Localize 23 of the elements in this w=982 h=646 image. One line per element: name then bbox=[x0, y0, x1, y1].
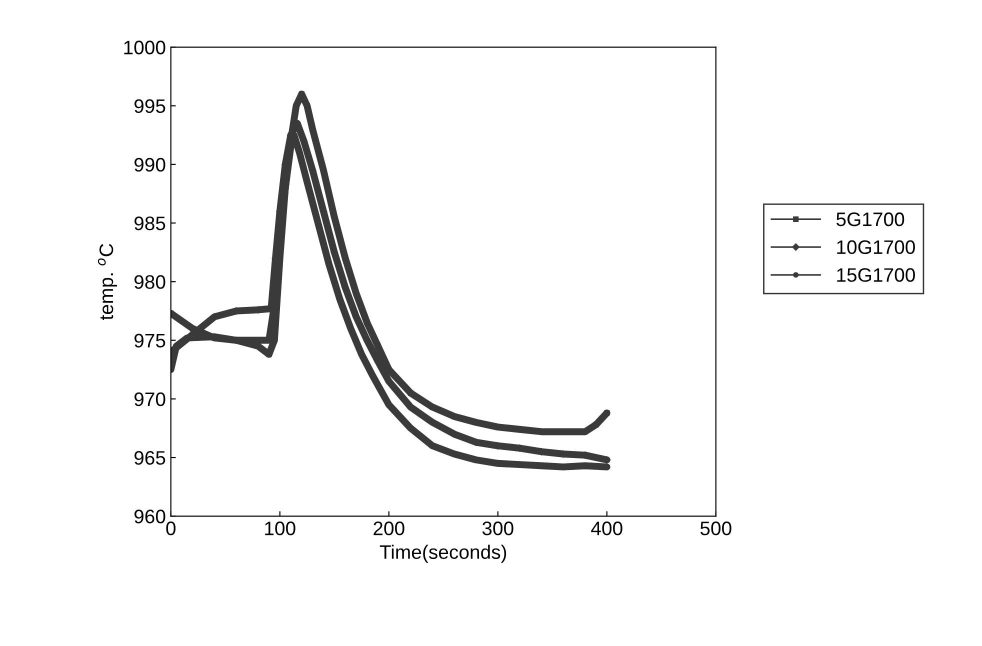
y-tick-label: 980 bbox=[134, 275, 166, 289]
x-axis-title: Time(seconds) bbox=[380, 544, 506, 563]
y-tick-label: 985 bbox=[134, 216, 166, 230]
y-tick-label: 970 bbox=[134, 392, 166, 406]
y-axis-title: temp. $^{o}$C bbox=[98, 244, 118, 320]
point bbox=[408, 390, 414, 396]
point bbox=[593, 422, 599, 428]
point bbox=[604, 410, 610, 416]
x-tick-label: 300 bbox=[482, 522, 514, 536]
y-tick-label: 975 bbox=[134, 334, 166, 348]
y-tick-label: 995 bbox=[134, 99, 166, 114]
legend-label: 10G1700 bbox=[837, 240, 915, 254]
x-tick-label: 400 bbox=[591, 522, 622, 536]
y-tick-label: 960 bbox=[134, 510, 166, 524]
legend-label: 15G1700 bbox=[837, 268, 915, 282]
x-tick-label: 100 bbox=[265, 522, 296, 536]
y-tick-label: 1000 bbox=[124, 40, 166, 54]
x-tick-label: 0 bbox=[166, 522, 176, 536]
x-tick-label: 500 bbox=[700, 522, 732, 536]
y-tick-label: 990 bbox=[134, 158, 166, 172]
x-tick-label: 200 bbox=[374, 522, 404, 536]
legend-label: 5G1700 bbox=[836, 212, 904, 226]
y-tick-label: 965 bbox=[134, 450, 166, 465]
